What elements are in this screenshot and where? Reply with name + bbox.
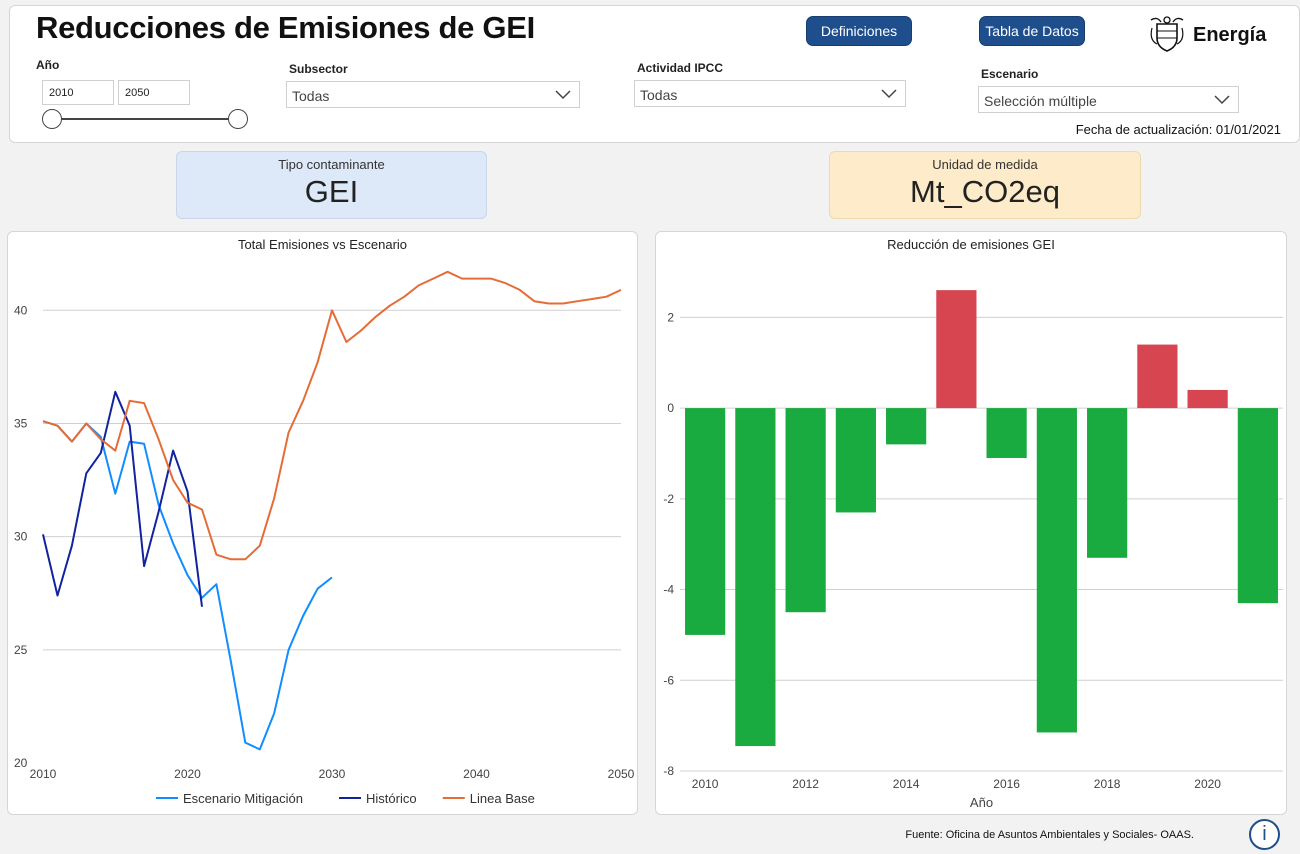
bar (685, 408, 726, 635)
bar (1237, 408, 1278, 604)
x-tick-label: 2016 (993, 777, 1020, 791)
x-tick-label: 2014 (893, 777, 920, 791)
x-tick-label: 2018 (1094, 777, 1121, 791)
logo-text: Energía (1193, 23, 1267, 46)
bar (1036, 408, 1077, 733)
series-line (42, 390, 203, 607)
escenario-value: Selección múltiple (984, 93, 1097, 109)
y-tick-label: 0 (667, 401, 674, 415)
series-line (42, 420, 333, 751)
actividad-dropdown[interactable]: Todas (634, 80, 906, 107)
contaminante-card-value: GEI (304, 174, 359, 209)
anio-label: Año (36, 58, 60, 72)
x-tick-label: 2040 (463, 767, 490, 781)
y-tick-label: 20 (14, 756, 28, 770)
anio-to-input[interactable]: 2050 (118, 80, 190, 105)
line-chart: 20 25 30 35 40 2010 2020 2030 2040 2050 Escenario … (14, 270, 635, 806)
info-icon[interactable]: i (1249, 819, 1280, 850)
tabla-datos-button[interactable]: Tabla de Datos (979, 16, 1085, 46)
logo: Energía (1147, 14, 1266, 56)
subsector-dropdown[interactable]: Todas (286, 81, 580, 108)
anio-slider-start-handle[interactable] (42, 109, 62, 129)
escenario-dropdown[interactable]: Selección múltiple (978, 86, 1239, 113)
legend-label: Histórico (366, 791, 417, 806)
subsector-value: Todas (292, 88, 330, 104)
header-panel: Reducciones de Emisiones de GEI Definici… (9, 5, 1300, 143)
unidad-card-label: Unidad de medida (932, 157, 1038, 172)
page-title: Reducciones de Emisiones de GEI (36, 10, 535, 45)
line-chart-title: Total Emisiones vs Escenario (237, 237, 408, 252)
escenario-label: Escenario (981, 67, 1039, 81)
coat-of-arms-icon (1150, 16, 1184, 52)
chevron-down-icon (881, 89, 897, 99)
y-tick-label: 35 (14, 416, 28, 430)
definiciones-button[interactable]: Definiciones (806, 16, 912, 46)
bar (785, 408, 826, 613)
legend-label: Linea Base (470, 791, 535, 806)
bar (986, 408, 1027, 458)
source-note: Fuente: Oficina de Asuntos Ambientales y… (905, 829, 1194, 841)
anio-from-input[interactable]: 2010 (42, 80, 114, 105)
x-tick-label: 2050 (608, 767, 635, 781)
x-tick-label: 2010 (30, 767, 57, 781)
series-line (42, 270, 622, 561)
bar (1137, 344, 1178, 409)
bar (735, 408, 776, 747)
x-axis-label: Año (970, 795, 993, 810)
y-tick-label: 25 (14, 643, 28, 657)
unidad-card-value: Mt_CO2eq (910, 174, 1060, 209)
contaminante-card: Tipo contaminante GEI (176, 151, 487, 219)
x-tick-label: 2030 (319, 767, 346, 781)
x-tick-label: 2020 (1194, 777, 1221, 791)
legend-label: Escenario Mitigación (183, 791, 303, 806)
bar (1187, 389, 1228, 409)
x-tick-label: 2010 (692, 777, 719, 791)
chevron-down-icon (1214, 95, 1230, 105)
anio-slider-track[interactable] (50, 118, 240, 120)
line-chart-panel: Total Emisiones vs Escenario 20 25 30 35 40 2… (7, 231, 638, 815)
bar-chart: -8 -6 -4 -2 0 2 2010 2012 2014 2016 2018 2020 Año (663, 290, 1283, 810)
bar-chart-title: Reducción de emisiones GEI (887, 237, 1055, 252)
x-tick-label: 2012 (792, 777, 819, 791)
contaminante-card-label: Tipo contaminante (278, 157, 385, 172)
bar (936, 290, 977, 409)
update-date: Fecha de actualización: 01/01/2021 (1075, 122, 1281, 137)
anio-slider-end-handle[interactable] (228, 109, 248, 129)
actividad-label: Actividad IPCC (637, 61, 724, 75)
x-tick-label: 2020 (174, 767, 201, 781)
y-tick-label: -2 (663, 492, 674, 506)
unidad-card: Unidad de medida Mt_CO2eq (829, 151, 1141, 219)
y-tick-label: 2 (667, 310, 674, 324)
y-tick-label: -4 (663, 583, 674, 597)
y-tick-label: -6 (663, 673, 674, 687)
actividad-value: Todas (640, 87, 678, 103)
bar (1087, 408, 1128, 558)
bar-chart-panel: Reducción de emisiones GEI -8 -6 -4 -2 0 2 201… (655, 231, 1287, 815)
y-tick-label: -8 (663, 764, 674, 778)
chevron-down-icon (555, 90, 571, 100)
y-tick-label: 40 (14, 303, 28, 317)
bar (886, 408, 927, 445)
y-tick-label: 30 (14, 530, 28, 544)
bar (835, 408, 876, 513)
subsector-label: Subsector (289, 62, 348, 76)
